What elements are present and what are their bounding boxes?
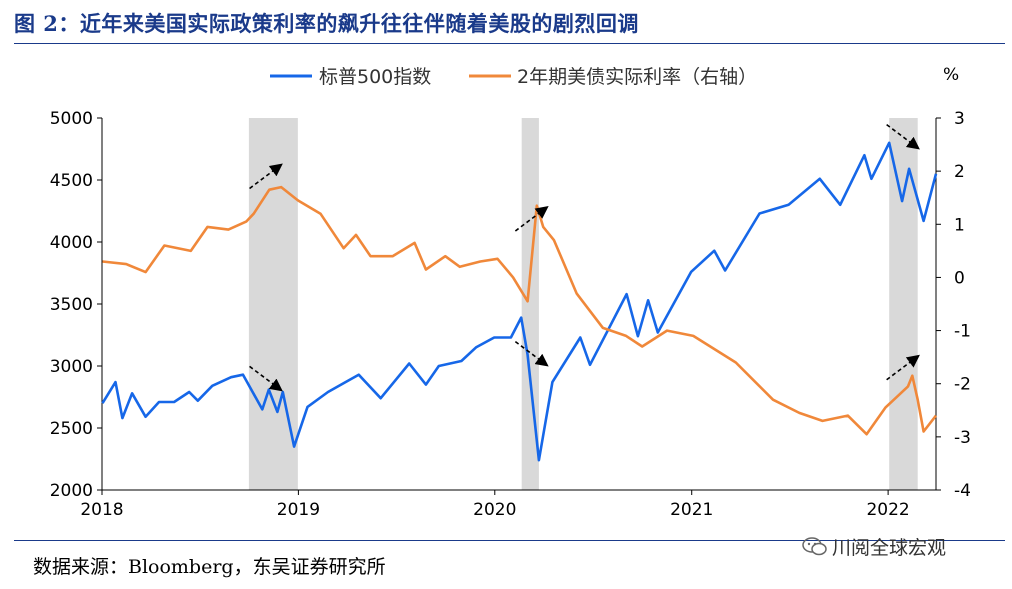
right-tick-label: 2 — [954, 162, 965, 182]
source-note: 数据来源：Bloomberg，东吴证券研究所 — [33, 556, 386, 578]
title-rule — [14, 43, 1005, 44]
right-tick-label: -4 — [954, 481, 971, 501]
real-rate-line — [102, 185, 938, 436]
left-tick-label: 2500 — [50, 419, 93, 439]
watermark-text: 川阅全球宏观 — [832, 537, 947, 559]
right-tick-label: 1 — [954, 215, 965, 235]
watermark: 川阅全球宏观 — [802, 533, 946, 560]
source-rule — [14, 540, 1005, 541]
legend-label-spx: 标普500指数 — [319, 66, 431, 88]
x-tick-label: 2019 — [277, 500, 320, 520]
figure-title: 图 2：近年来美国实际政策利率的飙升往往伴随着美股的剧烈回调 — [14, 11, 639, 36]
left-tick-label: 3000 — [50, 357, 93, 377]
spx-line — [101, 141, 938, 462]
right-axis-unit: % — [943, 65, 959, 85]
right-tick-label: -3 — [954, 428, 971, 448]
shaded-period-2 — [889, 118, 918, 490]
left-tick-label: 2000 — [50, 481, 93, 501]
left-tick-label: 4000 — [50, 233, 93, 253]
legend-label-real-rate: 2年期美债实际利率（右轴） — [517, 66, 757, 88]
x-tick-label: 2022 — [866, 500, 909, 520]
left-tick-label: 5000 — [50, 109, 93, 129]
x-tick-label: 2021 — [670, 500, 713, 520]
right-tick-label: 3 — [954, 109, 965, 129]
wechat-icon — [802, 536, 827, 555]
right-tick-label: 0 — [954, 268, 965, 288]
left-tick-label: 4500 — [50, 171, 93, 191]
right-tick-label: -2 — [954, 375, 971, 395]
left-tick-label: 3500 — [50, 295, 93, 315]
x-tick-label: 2018 — [80, 500, 123, 520]
right-tick-label: -1 — [954, 322, 971, 342]
x-tick-label: 2020 — [473, 500, 516, 520]
